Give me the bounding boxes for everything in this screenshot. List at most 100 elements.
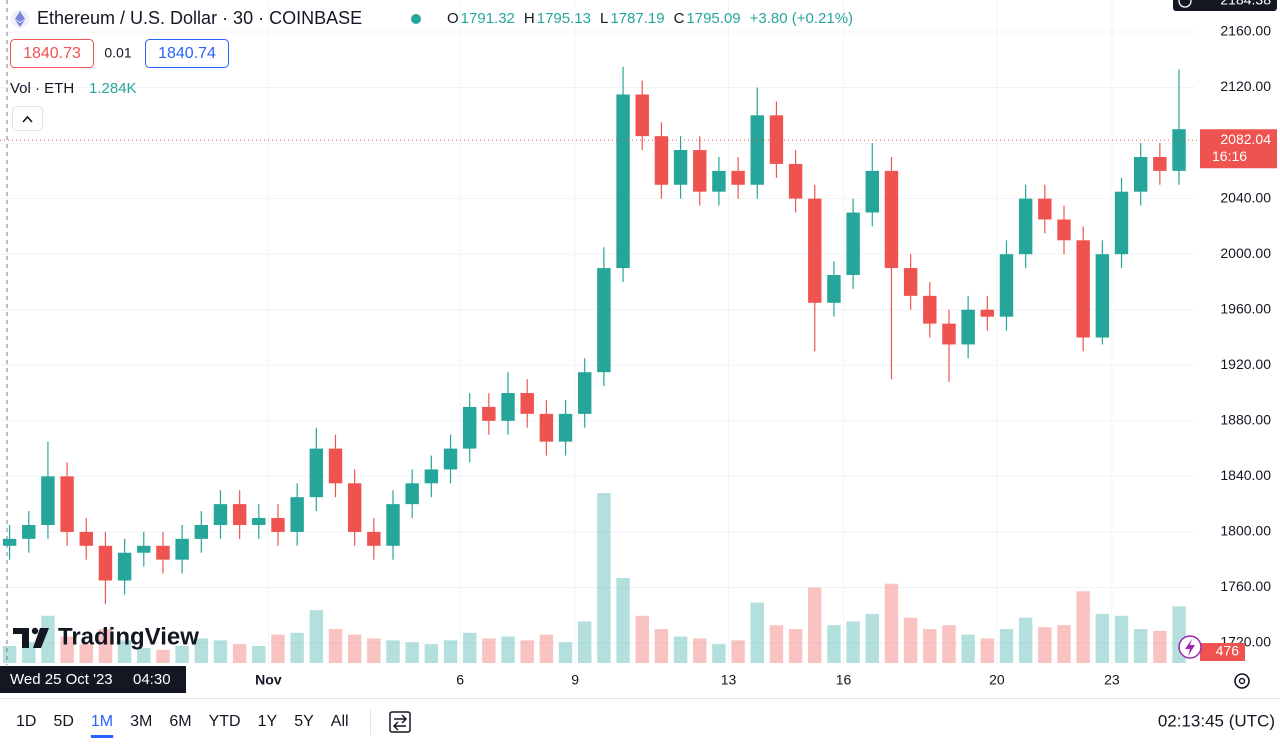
candle-body bbox=[60, 476, 74, 532]
collapse-button[interactable] bbox=[12, 106, 43, 131]
logo-mark bbox=[33, 628, 49, 648]
x-tick-label: Nov bbox=[255, 672, 282, 688]
volume-bar bbox=[616, 578, 630, 663]
volume-bar bbox=[367, 638, 381, 663]
volume-bar bbox=[1038, 627, 1052, 663]
volume-bar bbox=[252, 646, 266, 663]
volume-bar bbox=[290, 632, 304, 663]
candle-body bbox=[635, 94, 649, 137]
volume-layer bbox=[2, 493, 1186, 663]
range-button[interactable]: YTD bbox=[209, 713, 241, 730]
y-tick-label: 2040.00 bbox=[1220, 189, 1271, 205]
candle-body bbox=[558, 413, 573, 442]
candle-body bbox=[482, 406, 496, 421]
crosshair-date-box bbox=[0, 666, 186, 693]
buy-price[interactable]: 1840.74 bbox=[158, 45, 216, 62]
volume-bar bbox=[194, 638, 209, 663]
volume-bar bbox=[539, 634, 554, 663]
info-icon bbox=[1178, 0, 1192, 8]
volume-bar bbox=[232, 644, 247, 663]
top-label: 2184.38 bbox=[1220, 0, 1271, 8]
candle-body bbox=[808, 198, 822, 303]
range-button[interactable]: 6M bbox=[169, 713, 191, 730]
candle-body bbox=[865, 170, 879, 213]
range-button[interactable]: 5D bbox=[53, 713, 73, 730]
candle-body bbox=[539, 413, 554, 442]
symbol-title: Ethereum / U.S. Dollar · 30 · COINBASE bbox=[37, 8, 362, 28]
volume-bar bbox=[788, 629, 803, 663]
ohlc-value: 1795.13 bbox=[537, 10, 591, 27]
candle-body bbox=[194, 524, 209, 539]
x-tick-label: 9 bbox=[571, 672, 579, 688]
candle-layer bbox=[2, 66, 1186, 605]
volume-bar bbox=[654, 629, 669, 663]
candle-body bbox=[1018, 198, 1033, 255]
candle-body bbox=[942, 323, 956, 345]
logo-text: TradingView bbox=[58, 623, 199, 650]
candle-body bbox=[137, 545, 151, 553]
crosshair-date: Wed 25 Oct '23 bbox=[10, 671, 113, 688]
candle-body bbox=[597, 268, 611, 373]
settings-icon[interactable] bbox=[1234, 673, 1250, 689]
volume-bar bbox=[137, 647, 151, 663]
candle-body bbox=[654, 136, 669, 185]
buy-button[interactable] bbox=[145, 39, 229, 68]
logo: TradingView bbox=[13, 623, 199, 650]
candle-body bbox=[903, 268, 918, 296]
candle-body bbox=[827, 275, 841, 303]
volume-bar bbox=[846, 621, 860, 663]
ohlc-label: O bbox=[447, 10, 459, 27]
sell-button[interactable] bbox=[10, 39, 94, 68]
volume-bar bbox=[731, 640, 745, 663]
volume-bar bbox=[117, 640, 132, 663]
range-button[interactable]: 5Y bbox=[294, 713, 314, 730]
range-button[interactable]: All bbox=[331, 713, 349, 730]
volume-bar bbox=[98, 629, 113, 663]
alert-bolt bbox=[1185, 639, 1195, 656]
volume-bar bbox=[156, 649, 170, 663]
candle-body bbox=[1172, 129, 1186, 171]
volume-bar bbox=[903, 617, 918, 663]
logo-dot bbox=[31, 627, 39, 635]
candle-body bbox=[923, 295, 937, 324]
volume-bar bbox=[980, 638, 995, 663]
sell-price[interactable]: 1840.73 bbox=[23, 45, 81, 62]
x-tick-label: 6 bbox=[456, 672, 464, 688]
volume-bar bbox=[923, 629, 937, 663]
y-tick-label: 2160.00 bbox=[1220, 23, 1271, 39]
candle-body bbox=[22, 524, 36, 539]
candle-body bbox=[1114, 191, 1129, 255]
ohlc-legend: O 1791.32 H 1795.13 L 1787.19 C 1795.09 bbox=[447, 10, 741, 27]
range-button[interactable]: 1Y bbox=[258, 713, 278, 730]
candle-body bbox=[271, 518, 285, 532]
volume-bar bbox=[1057, 625, 1071, 663]
candle-body bbox=[213, 504, 228, 525]
candle-body bbox=[309, 448, 324, 498]
candle-body bbox=[156, 545, 170, 560]
volume-bar bbox=[405, 642, 419, 663]
volume-bar bbox=[1018, 617, 1033, 663]
candle-body bbox=[731, 170, 745, 185]
volume-bar bbox=[60, 636, 74, 663]
range-button[interactable]: 1M bbox=[91, 713, 113, 730]
volume-bar bbox=[1133, 629, 1148, 663]
volume-bar bbox=[328, 629, 343, 663]
candle-body bbox=[386, 504, 400, 546]
active-underline bbox=[90, 735, 114, 738]
compare-frame bbox=[389, 711, 411, 733]
range-button[interactable]: 1D bbox=[16, 713, 36, 730]
volume-bar bbox=[482, 638, 496, 663]
volume-bar bbox=[347, 634, 362, 663]
candle-body bbox=[232, 504, 247, 525]
ohlc-value: 1787.19 bbox=[610, 10, 664, 27]
x-tick-label: 16 bbox=[836, 672, 852, 688]
candle-body bbox=[884, 170, 899, 269]
range-button[interactable]: 3M bbox=[130, 713, 152, 730]
volume-bar bbox=[884, 583, 899, 663]
x-tick-label: 20 bbox=[989, 672, 1005, 688]
market-status bbox=[411, 14, 421, 24]
candle-body bbox=[616, 94, 630, 269]
candle-body bbox=[1038, 198, 1052, 220]
compare-icon[interactable] bbox=[389, 711, 411, 733]
candle-body bbox=[520, 393, 534, 414]
